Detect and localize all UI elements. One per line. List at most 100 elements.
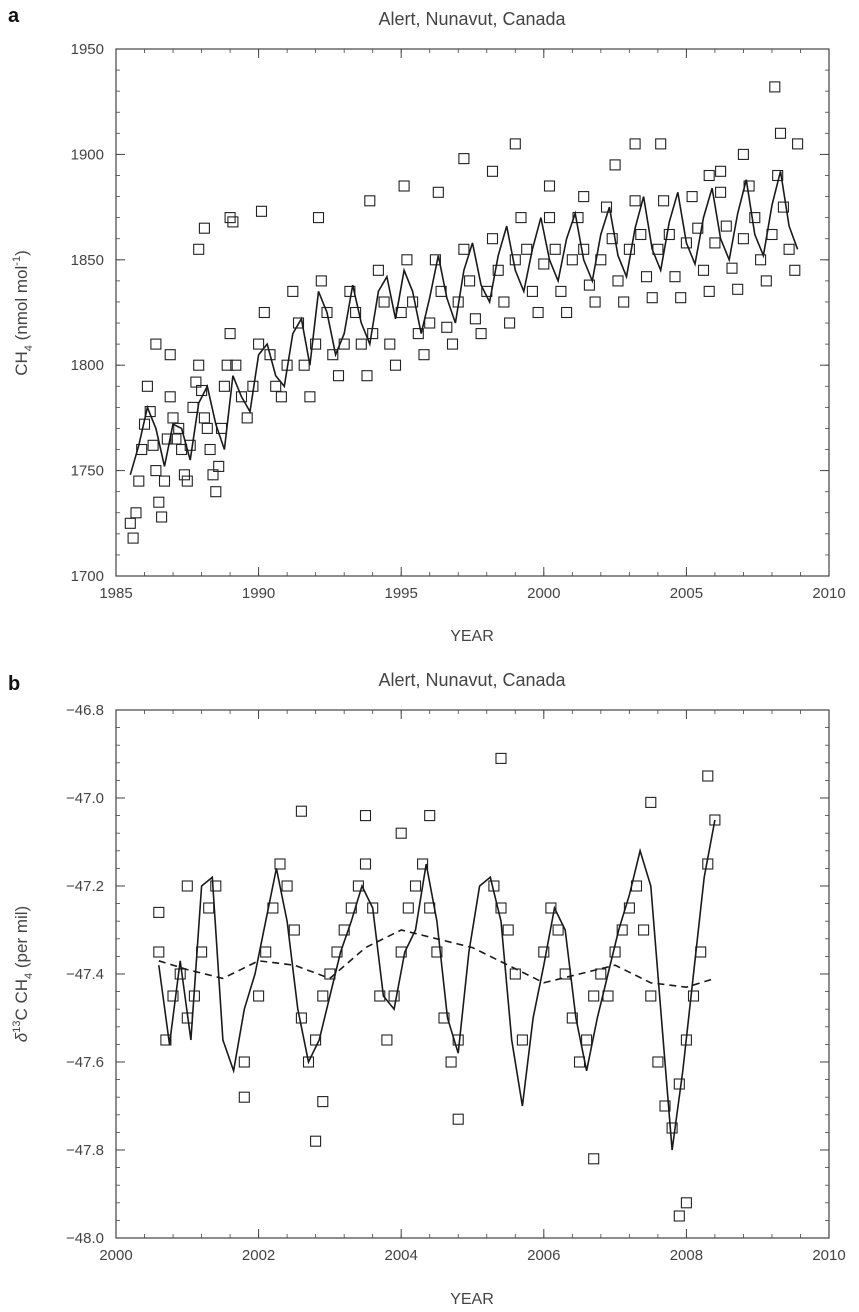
x-tick-label: 2002 [242, 1247, 275, 1264]
data-point [298, 359, 310, 371]
data-point [652, 1056, 664, 1068]
data-point [150, 338, 162, 350]
data-point [153, 906, 165, 918]
data-point [446, 338, 459, 350]
data-point [687, 990, 700, 1002]
data-point [372, 264, 384, 276]
data-point [521, 243, 533, 255]
data-point [618, 296, 630, 308]
data-point [253, 990, 265, 1002]
data-point [669, 271, 681, 283]
data-point [210, 486, 222, 498]
data-point [486, 165, 499, 177]
data-point [475, 328, 487, 340]
data-point [616, 924, 628, 936]
data-point [401, 254, 413, 266]
data-point [270, 380, 282, 392]
data-point [193, 243, 205, 255]
data-point [702, 770, 714, 782]
data-point [458, 153, 470, 165]
data-point [418, 349, 430, 361]
data-point [253, 338, 265, 350]
data-point [409, 880, 422, 892]
data-point [133, 475, 145, 487]
data-point [275, 391, 287, 403]
plot-frame-a [115, 48, 830, 577]
data-point [238, 1056, 250, 1068]
data-point [516, 1034, 528, 1046]
x-tick-label: 2004 [385, 1247, 418, 1264]
data-point [230, 359, 242, 371]
data-point [458, 243, 470, 255]
plot-area-b [153, 752, 721, 1222]
data-point [258, 306, 270, 319]
data-point [255, 205, 268, 217]
data-point [492, 264, 504, 276]
data-point [141, 380, 153, 392]
chart-title-a: Alert, Nunavut, Canada [378, 9, 566, 29]
data-point [153, 496, 165, 508]
data-point [532, 306, 544, 319]
data-point [381, 1034, 393, 1046]
data-point [198, 222, 210, 234]
data-point [783, 243, 795, 255]
data-point [561, 306, 573, 319]
data-point [543, 180, 556, 192]
x-axis-label-b: YEAR [450, 1291, 494, 1308]
data-point [686, 191, 698, 203]
data-point [445, 1056, 457, 1068]
data-point [310, 1135, 322, 1147]
data-point [207, 469, 219, 481]
x-tick-label: 2008 [670, 1247, 703, 1264]
data-point [543, 212, 556, 224]
data-point [374, 990, 386, 1002]
data-point [147, 439, 159, 451]
data-point [213, 460, 225, 472]
data-point [646, 292, 658, 304]
data-point [224, 328, 236, 340]
data-point [464, 275, 476, 287]
data-point [238, 1091, 250, 1103]
data-point [675, 292, 687, 304]
data-point [352, 880, 364, 892]
data-point [260, 946, 272, 958]
data-point [602, 990, 614, 1002]
data-point [196, 384, 208, 397]
data-point [588, 1153, 600, 1165]
data-point [715, 165, 727, 177]
data-point [144, 406, 156, 418]
data-point [720, 220, 732, 232]
data-point [295, 1012, 307, 1024]
data-point [509, 138, 521, 150]
panel-letter-b: b [8, 673, 20, 695]
data-point [732, 283, 744, 295]
data-point [737, 148, 749, 160]
data-point [424, 810, 436, 822]
data-point [612, 275, 624, 287]
y-tick-label: −47.4 [66, 966, 104, 983]
data-point [538, 946, 550, 958]
data-point [600, 201, 613, 213]
x-tick-label: 2005 [670, 585, 703, 602]
data-point [504, 317, 516, 329]
data-point [153, 946, 165, 958]
data-point [395, 946, 407, 958]
x-tick-label: 2010 [812, 585, 845, 602]
data-point [774, 127, 787, 139]
data-point [609, 159, 621, 171]
y-tick-label: 1800 [71, 357, 104, 374]
fit-line [158, 819, 716, 1151]
data-point [167, 412, 179, 424]
data-point [193, 359, 205, 371]
data-point [178, 469, 190, 481]
data-point [566, 1012, 578, 1024]
data-point [235, 391, 248, 403]
data-point [327, 349, 339, 361]
data-point [441, 321, 453, 333]
data-point [350, 306, 362, 319]
data-point [304, 391, 316, 403]
x-tick-label: 2000 [99, 1247, 132, 1264]
data-point [645, 990, 657, 1002]
data-point [545, 902, 557, 914]
